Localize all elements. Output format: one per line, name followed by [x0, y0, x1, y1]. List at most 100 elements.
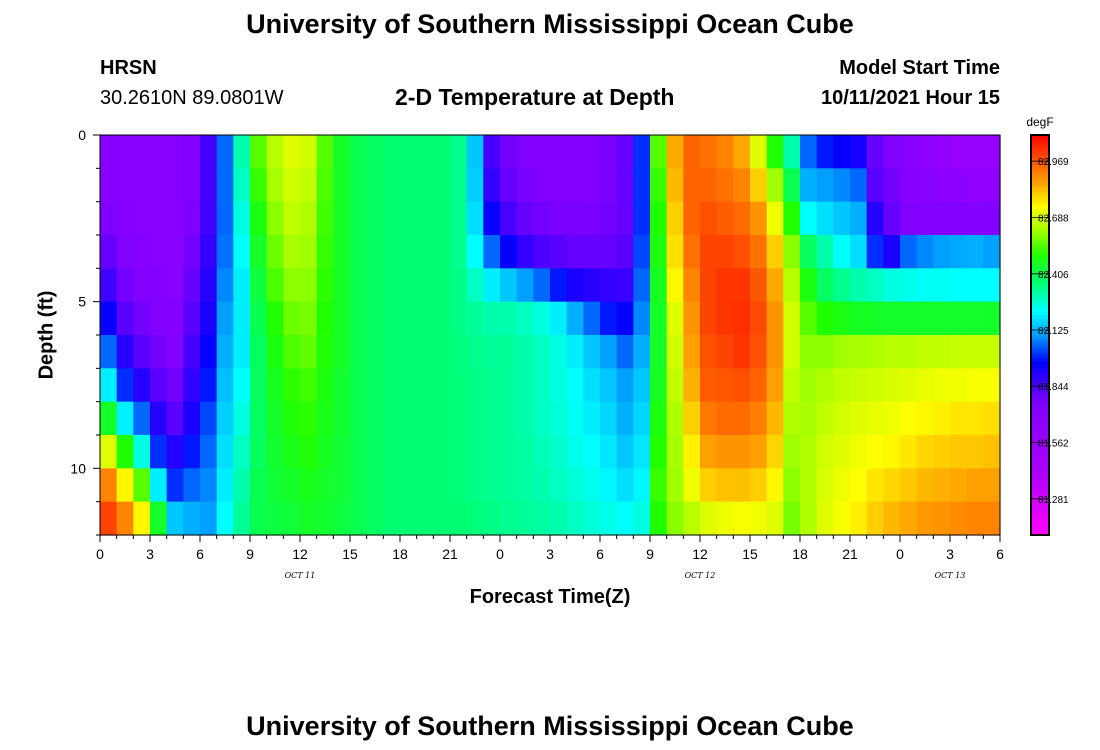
colorbar-swatch [1031, 368, 1049, 373]
heatmap-cell [383, 501, 401, 536]
heatmap-cell [600, 135, 618, 169]
colorbar-swatch [1031, 361, 1049, 366]
x-tick-label: 0 [896, 546, 904, 562]
heatmap-cell [500, 168, 518, 203]
x-tick-label: 9 [246, 546, 254, 562]
heatmap-cell [616, 435, 634, 469]
colorbar-swatch [1031, 415, 1049, 419]
heatmap-cell [716, 235, 734, 269]
heatmap-cell [616, 168, 634, 203]
heatmap-cell [333, 135, 351, 169]
heatmap-cell [883, 368, 901, 403]
heatmap-cell [383, 201, 401, 236]
colorbar-swatch [1031, 165, 1049, 169]
colorbar-swatch [1031, 295, 1049, 299]
colorbar-swatch [1031, 278, 1049, 283]
colorbar: degF 82.969 82.688 82.406 82.125 81.844 81.562… [1026, 115, 1069, 536]
heatmap-cell [550, 335, 568, 369]
heatmap-cell [116, 501, 134, 536]
heatmap-cell [950, 235, 968, 269]
heatmap-cell [550, 135, 568, 169]
heatmap-cell [233, 235, 251, 269]
heatmap-cell [500, 368, 518, 403]
heatmap-cell [366, 335, 384, 369]
heatmap-cell [450, 168, 468, 203]
colorbar-swatch [1031, 485, 1049, 489]
heatmap-cell [216, 501, 234, 536]
heatmap-cell [216, 401, 234, 436]
heatmap-cell [983, 268, 1001, 303]
heatmap-cell [166, 168, 184, 203]
colorbar-swatch [1031, 385, 1049, 389]
heatmap-cell [466, 368, 484, 403]
heatmap-cell [416, 468, 434, 503]
heatmap-cell [516, 168, 534, 203]
heatmap-cell [683, 168, 701, 203]
heatmap-cell [166, 201, 184, 236]
heatmap-cell [850, 435, 868, 469]
colorbar-swatch [1031, 511, 1049, 516]
heatmap-cell [783, 168, 801, 203]
heatmap-cell [833, 201, 851, 236]
heatmap-cell [833, 501, 851, 536]
heatmap-cell [233, 468, 251, 503]
heatmap-cell [933, 168, 951, 203]
heatmap-cell [150, 235, 168, 269]
colorbar-swatch [1031, 255, 1049, 259]
colorbar-swatch [1031, 275, 1049, 279]
heatmap-cell [950, 268, 968, 303]
heatmap-cell [300, 301, 318, 336]
heatmap-cell [733, 368, 751, 403]
heatmap-cell [933, 268, 951, 303]
heatmap-cell [583, 368, 601, 403]
heatmap-cell [683, 435, 701, 469]
heatmap-cell [516, 235, 534, 269]
heatmap-cell [200, 268, 218, 303]
heatmap-cell [416, 168, 434, 203]
x-tick-label: 6 [996, 546, 1004, 562]
heatmap-cell [266, 235, 284, 269]
heatmap-cell [183, 201, 201, 236]
heatmap-cell [883, 235, 901, 269]
colorbar-swatch [1031, 305, 1049, 309]
heatmap-cell [983, 501, 1001, 536]
heatmap-cell [183, 501, 201, 536]
heatmap-cell [983, 235, 1001, 269]
heatmap-cell [500, 135, 518, 169]
heatmap-cell [100, 168, 118, 203]
heatmap-cell [366, 201, 384, 236]
heatmap-cell [816, 168, 834, 203]
heatmap-cell [950, 135, 968, 169]
heatmap-cell [316, 435, 334, 469]
colorbar-swatch [1031, 448, 1049, 453]
heatmap-cell [700, 301, 718, 336]
colorbar-swatch [1031, 175, 1049, 179]
heatmap-cell [116, 301, 134, 336]
heatmap-cell [333, 301, 351, 336]
colorbar-swatch [1031, 205, 1049, 209]
heatmap-cell [733, 335, 751, 369]
heatmap-cell [616, 368, 634, 403]
heatmap-cell [533, 201, 551, 236]
heatmap-cell [733, 135, 751, 169]
heatmap-cell [783, 435, 801, 469]
heatmap-cell [283, 135, 301, 169]
heatmap-cell [833, 301, 851, 336]
heatmap-cell [283, 268, 301, 303]
heatmap-cell [383, 168, 401, 203]
colorbar-swatch [1031, 348, 1049, 353]
heatmap-cell [433, 235, 451, 269]
heatmap-cell [166, 401, 184, 436]
heatmap-cell [483, 235, 501, 269]
heatmap-cell [583, 435, 601, 469]
heatmap-cell [616, 401, 634, 436]
heatmap-cell [716, 335, 734, 369]
heatmap-cell [850, 501, 868, 536]
heatmap-cell [416, 335, 434, 369]
colorbar-swatch [1031, 188, 1049, 193]
station-coords: 30.2610N 89.0801W [100, 87, 284, 109]
heatmap-cell [550, 401, 568, 436]
heatmap-cell [216, 468, 234, 503]
station-name: HRSN [100, 57, 157, 79]
heatmap-cell [350, 235, 368, 269]
